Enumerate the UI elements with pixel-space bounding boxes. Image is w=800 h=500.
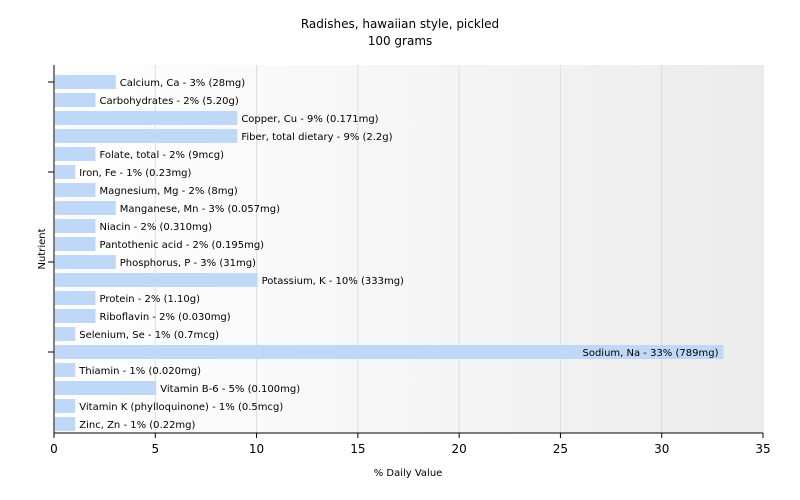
x-tick-label: 30 [654,442,669,456]
plot-area [54,65,763,433]
bar [55,129,238,143]
bar [55,309,96,323]
bar [55,381,157,395]
bar [55,165,76,179]
bar-label: Copper, Cu - 9% (0.171mg) [241,114,378,125]
bar-label: Protein - 2% (1.10g) [100,294,201,305]
bar [55,273,258,287]
bar [55,417,76,431]
y-axis-label: Nutrient [37,228,48,269]
bar-label: Magnesium, Mg - 2% (8mg) [100,186,238,197]
bar-label: Carbohydrates - 2% (5.20g) [100,96,239,107]
grid-lines [154,65,764,433]
x-tick-label: 5 [151,442,159,456]
bar-label: Niacin - 2% (0.310mg) [100,222,213,233]
bar [55,93,96,107]
bar [55,111,238,125]
chart-title: Radishes, hawaiian style, pickled [301,17,499,31]
bar-label: Thiamin - 1% (0.020mg) [78,366,201,377]
x-tick-label: 25 [553,442,568,456]
bar-label: Selenium, Se - 1% (0.7mcg) [79,330,219,341]
bar-label: Manganese, Mn - 3% (0.057mg) [120,204,280,215]
bar-label: Sodium, Na - 33% (789mg) [582,348,718,359]
x-tick-label: 35 [755,442,770,456]
bar-label: Folate, total - 2% (9mcg) [100,150,225,161]
bar-label: Vitamin K (phylloquinone) - 1% (0.5mcg) [79,402,283,413]
bar [55,363,76,377]
bar-label: Iron, Fe - 1% (0.23mg) [79,168,191,179]
bar [55,183,96,197]
bar-label: Vitamin B-6 - 5% (0.100mg) [160,384,300,395]
bar [55,201,116,215]
bar [55,255,116,269]
bar [55,327,76,341]
bar-label: Calcium, Ca - 3% (28mg) [120,78,245,89]
bar-label: Riboflavin - 2% (0.030mg) [100,312,231,323]
x-axis-label: % Daily Value [374,468,443,479]
bar-label: Zinc, Zn - 1% (0.22mg) [79,420,195,431]
bar-label: Fiber, total dietary - 9% (2.2g) [241,132,392,143]
bar [55,75,116,89]
bar-label: Pantothenic acid - 2% (0.195mg) [100,240,265,251]
chart-subtitle: 100 grams [368,34,433,48]
bar [55,237,96,251]
axes: 0 5 10 15 20 25 30 35 [48,65,771,456]
bar [55,345,724,359]
bar [55,219,96,233]
bar [55,147,96,161]
x-tick-label: 20 [452,442,467,456]
bar [55,399,76,413]
bar [55,291,96,305]
x-tick-label: 10 [249,442,264,456]
bars: Calcium, Ca - 3% (28mg) Carbohydrates - 2… [55,75,724,431]
bar-label: Phosphorus, P - 3% (31mg) [120,258,256,269]
x-tick-label: 15 [350,442,365,456]
bar-label: Potassium, K - 10% (333mg) [262,276,404,287]
x-tick-label: 0 [50,442,58,456]
